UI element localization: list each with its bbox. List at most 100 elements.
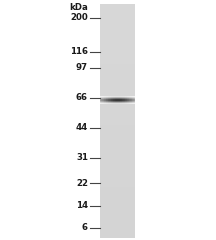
Bar [100,235,135,236]
Bar [100,100,135,101]
Bar [100,127,135,128]
Bar [100,6,135,7]
Bar [100,111,135,112]
Text: 6: 6 [82,223,88,233]
Bar [100,130,135,131]
Bar [100,95,135,96]
Bar [100,133,135,134]
Bar [100,109,135,110]
Bar [100,63,135,64]
Bar [100,39,135,40]
Bar [100,159,135,160]
Bar [100,155,135,156]
Bar [100,224,135,225]
Bar [100,140,135,141]
Bar [100,195,135,196]
Bar [100,59,135,60]
Bar [100,187,135,188]
Bar [100,143,135,144]
Bar [100,83,135,84]
Bar [100,191,135,192]
Bar [100,198,135,199]
Bar [100,78,135,79]
Bar [100,196,135,197]
Bar [100,15,135,16]
Bar [100,30,135,31]
Bar [100,85,135,86]
Bar [100,186,135,187]
Bar [100,188,135,189]
Bar [100,116,135,117]
Bar [100,65,135,66]
Bar [100,114,135,115]
Bar [100,182,135,183]
Bar [100,219,135,220]
Bar [100,202,135,203]
Bar [100,42,135,43]
Bar [100,97,135,98]
Bar [100,152,135,153]
Bar [100,204,135,205]
Bar [100,54,135,55]
Bar [100,236,135,237]
Bar [100,222,135,223]
Bar [100,147,135,148]
Bar [100,212,135,213]
Bar [100,131,135,132]
Bar [100,122,135,123]
Bar [100,108,135,109]
Bar [100,216,135,217]
Bar [100,24,135,25]
Bar [100,71,135,72]
Bar [100,227,135,228]
Bar [100,25,135,26]
Text: 22: 22 [76,179,88,187]
Bar [100,22,135,23]
Bar [100,93,135,94]
Bar [100,184,135,185]
Bar [100,165,135,166]
Bar [100,210,135,211]
Bar [100,11,135,12]
Bar [100,138,135,139]
Bar [100,64,135,65]
Bar [100,89,135,90]
Bar [100,91,135,92]
Text: 97: 97 [76,64,88,72]
Bar [100,237,135,238]
Bar [100,14,135,15]
Bar [100,209,135,210]
Bar [100,126,135,127]
Bar [100,137,135,138]
Bar [100,20,135,21]
Bar [100,121,135,122]
Bar [100,88,135,89]
Bar [100,81,135,82]
Bar [100,124,135,125]
Bar [100,31,135,32]
Bar [100,67,135,68]
Bar [100,174,135,175]
Bar [100,161,135,162]
Bar [100,27,135,28]
Text: 116: 116 [70,48,88,56]
Bar [100,145,135,146]
Bar [100,80,135,81]
Bar [100,7,135,8]
Bar [100,104,135,105]
Bar [100,79,135,80]
Bar [100,233,135,234]
Bar [100,28,135,29]
Bar [100,32,135,33]
Bar [100,35,135,36]
Bar [100,96,135,97]
Bar [100,101,135,102]
Bar [100,132,135,133]
Bar [100,208,135,209]
Bar [100,55,135,56]
Text: 31: 31 [76,154,88,162]
Bar [100,40,135,41]
Bar [100,74,135,75]
Bar [100,154,135,155]
Bar [100,57,135,58]
